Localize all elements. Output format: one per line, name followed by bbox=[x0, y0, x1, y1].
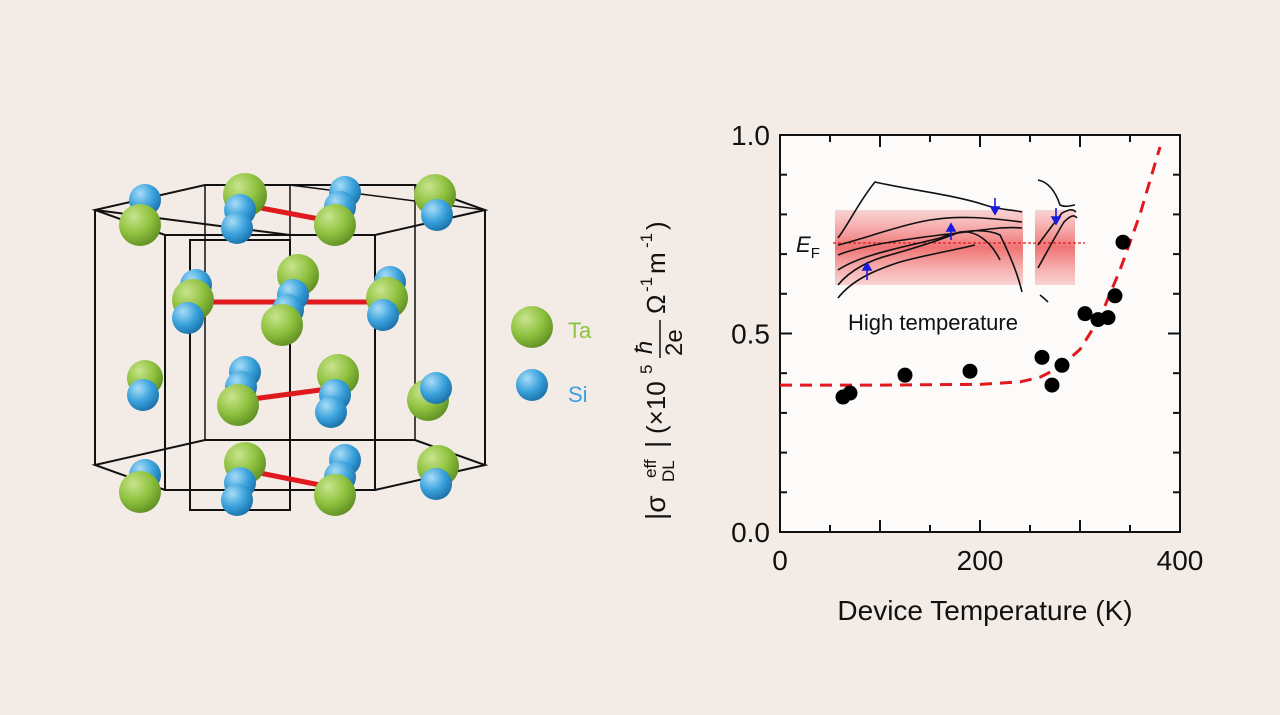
crystal-structure: Ta Si bbox=[91, 173, 592, 516]
band-lines bbox=[837, 179, 1078, 303]
unit-cell-frame bbox=[91, 184, 489, 511]
svg-text:2e: 2e bbox=[661, 329, 688, 356]
fermi-level-label: EF bbox=[796, 232, 820, 262]
svg-text:DL: DL bbox=[659, 460, 678, 482]
x-tick-label: 400 bbox=[1157, 545, 1204, 576]
svg-text:eff: eff bbox=[641, 459, 660, 478]
inset-band-diagram: EF High temperature bbox=[796, 179, 1085, 335]
svg-text:|σ: |σ bbox=[640, 495, 671, 520]
data-point bbox=[1054, 357, 1070, 373]
y-tick-label: 0.5 bbox=[731, 319, 770, 350]
svg-text:-1: -1 bbox=[637, 233, 656, 248]
data-point bbox=[1044, 377, 1060, 393]
axes: 0 200 400 0.0 0.5 1.0 bbox=[731, 120, 1203, 576]
data-point bbox=[962, 363, 978, 379]
data-point bbox=[1115, 234, 1131, 250]
data-point bbox=[1034, 349, 1050, 365]
svg-text:(×10: (×10 bbox=[641, 381, 671, 434]
svg-text:): ) bbox=[641, 221, 671, 230]
y-tick-label: 0.0 bbox=[731, 517, 770, 548]
svg-text:ħ: ħ bbox=[631, 341, 658, 354]
chart-series bbox=[780, 146, 1162, 405]
y-tick-label: 1.0 bbox=[731, 120, 770, 151]
x-axis-label: Device Temperature (K) bbox=[837, 595, 1132, 626]
x-tick-label: 0 bbox=[772, 545, 788, 576]
plot-area bbox=[779, 134, 1181, 533]
y-axis-label: |σ eff DL | (×10 5 ħ 2e Ω -1 m -1 ) bbox=[631, 221, 688, 520]
ta-legend-marker bbox=[511, 306, 553, 348]
data-point bbox=[1100, 310, 1116, 326]
atoms bbox=[119, 173, 459, 516]
svg-text:|: | bbox=[640, 441, 671, 448]
svg-text:Ω: Ω bbox=[641, 295, 671, 314]
bonds bbox=[192, 202, 393, 491]
data-point bbox=[897, 367, 913, 383]
si-legend-marker bbox=[516, 369, 548, 401]
x-tick-label: 200 bbox=[957, 545, 1004, 576]
svg-text:m: m bbox=[641, 252, 671, 274]
chart: EF High temperature 0 200 400 0.0 0.5 1.0 Dev… bbox=[631, 120, 1203, 626]
data-point bbox=[842, 385, 858, 401]
inset-arrows bbox=[861, 198, 1062, 280]
data-point bbox=[1077, 306, 1093, 322]
data-point bbox=[1107, 288, 1123, 304]
svg-text:-1: -1 bbox=[637, 277, 656, 292]
inset-label: High temperature bbox=[848, 310, 1018, 335]
ta-legend-label: Ta bbox=[568, 318, 592, 343]
atom-legend: Ta Si bbox=[511, 306, 592, 407]
si-legend-label: Si bbox=[568, 382, 588, 407]
svg-text:5: 5 bbox=[637, 365, 656, 374]
